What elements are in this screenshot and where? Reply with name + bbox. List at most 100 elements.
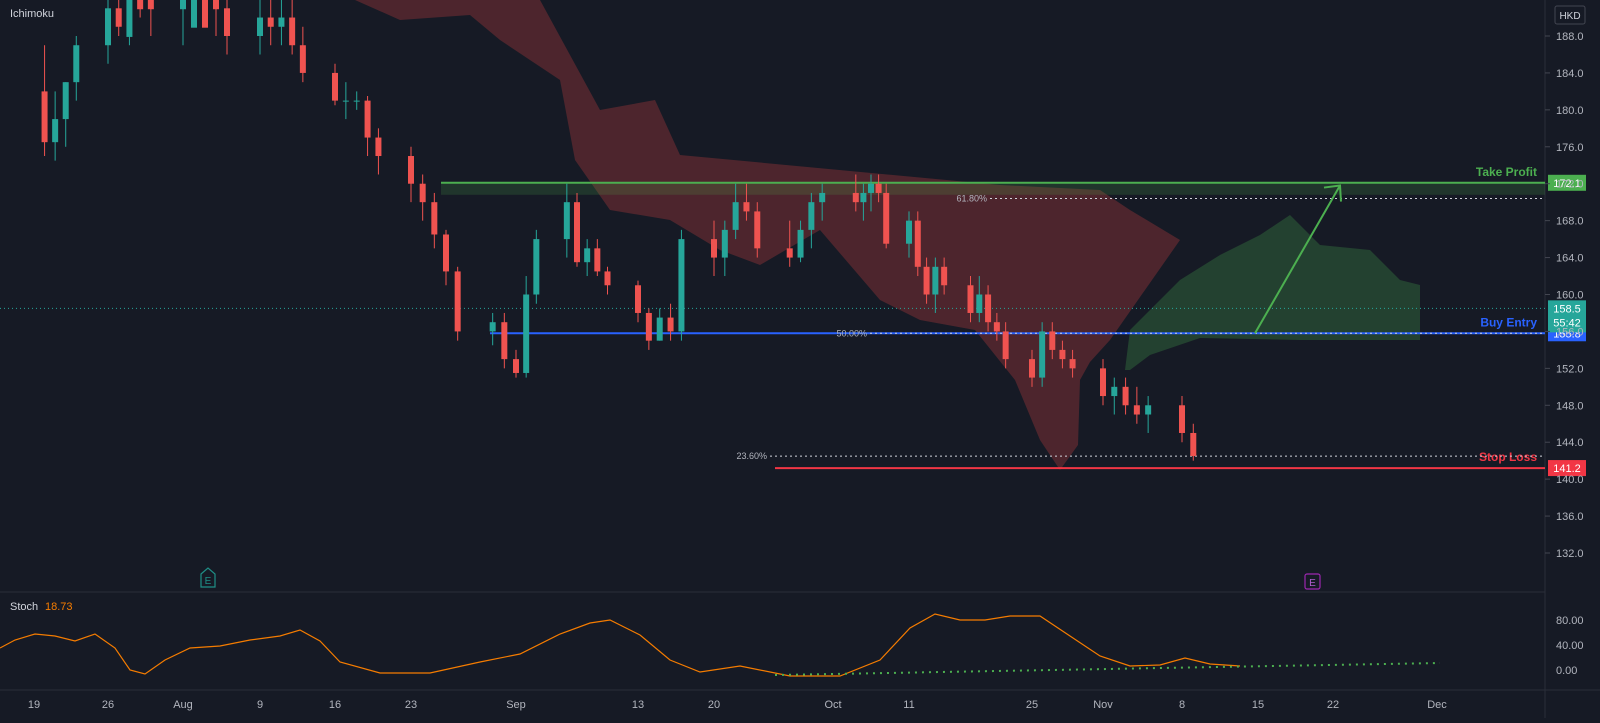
bearish-cloud-area (355, 0, 1180, 470)
candle-body (868, 183, 874, 193)
candle-body (732, 202, 739, 230)
candle-body (574, 202, 580, 263)
candle-body (1069, 359, 1076, 369)
level-price-tag (1548, 174, 1586, 191)
axes: 188.0184.0180.0176.0172.0168.0164.0160.0… (28, 31, 1584, 711)
candle-body (1059, 349, 1066, 360)
time-tick-label: 26 (102, 699, 114, 711)
candle-body (711, 239, 717, 258)
candle-body (1100, 368, 1106, 397)
level-price-label: 141.2 (1553, 463, 1581, 475)
candle-body (1122, 386, 1129, 406)
indicator-sub-label[interactable]: Stoch (10, 601, 38, 613)
price-tick-label: 188.0 (1556, 31, 1584, 43)
currency-badge[interactable] (1554, 5, 1586, 25)
candle-body (191, 0, 197, 28)
time-tick-label: 25 (1026, 699, 1038, 711)
indicator-main-label[interactable]: Ichimoku (10, 8, 54, 20)
price-tick-label: 164.0 (1556, 253, 1584, 265)
candle-body (332, 72, 338, 101)
fib-label: 61.80% (956, 193, 987, 203)
level-label: Buy Entry (1480, 315, 1537, 329)
svg-text:E: E (205, 576, 212, 587)
price-tick-label: 180.0 (1556, 105, 1584, 117)
price-tick-label: 132.0 (1556, 548, 1584, 560)
last-price-tag (1548, 300, 1586, 333)
price-tick-label: 148.0 (1556, 400, 1584, 412)
candle-body (883, 192, 890, 244)
candle-body (443, 234, 449, 272)
candle-body (137, 0, 144, 10)
candle-body (257, 17, 263, 36)
candle-body (353, 100, 360, 102)
candle-body (604, 271, 611, 286)
stoch-divergence-line (774, 662, 1441, 676)
candle-body (1002, 331, 1009, 360)
candle-body (941, 266, 948, 286)
fib-label: 23.60% (736, 451, 767, 461)
level-label: Take Profit (1476, 165, 1537, 179)
candle-body (289, 17, 296, 46)
candle-body (523, 294, 530, 373)
candle-body (126, 0, 133, 37)
candle-body (299, 45, 306, 73)
candle-body (985, 294, 992, 323)
candle-body (180, 0, 186, 10)
time-tick-label: 9 (257, 699, 263, 711)
price-tick-label: 184.0 (1556, 68, 1584, 80)
stoch-k-line (0, 613, 1241, 677)
candle-body (224, 8, 230, 36)
candle-body (1190, 432, 1197, 457)
candle-body (41, 91, 48, 143)
candle-body (62, 82, 69, 120)
time-tick-label: 19 (28, 699, 40, 711)
bullish-cloud-area (1125, 215, 1420, 370)
candle-body (431, 202, 438, 235)
price-tick-label: 176.0 (1556, 142, 1584, 154)
time-tick-label: 16 (329, 699, 341, 711)
price-tick-label: 172.0 (1556, 179, 1584, 191)
earnings-marker-icon[interactable]: E (1304, 573, 1321, 590)
time-tick-label: 20 (708, 699, 720, 711)
candle-body (584, 248, 591, 263)
candle-body (408, 156, 414, 184)
annotations (1254, 184, 1342, 334)
time-tick-label: Aug (173, 699, 193, 711)
currency-label[interactable]: HKD (1559, 11, 1580, 22)
stoch-tick-label: 40.00 (1556, 640, 1584, 652)
price-tick-label: 152.0 (1556, 363, 1584, 375)
candle-body (278, 17, 285, 27)
candle-body (860, 192, 867, 203)
candle-body (375, 137, 382, 157)
candle-body (932, 266, 939, 295)
take-profit-zone (441, 182, 1545, 195)
time-tick-label: Dec (1427, 699, 1447, 711)
candle-body (454, 271, 461, 332)
candle-body (1049, 331, 1056, 350)
candle-body (419, 183, 426, 203)
candle-body (754, 211, 761, 249)
time-tick-label: 23 (405, 699, 417, 711)
candle-body (563, 202, 570, 240)
candle-body (533, 239, 540, 295)
projection-arrow (1254, 185, 1341, 334)
candle-body (656, 317, 663, 341)
price-tick-label: 140.0 (1556, 474, 1584, 486)
stoch-value: 18.73 (45, 601, 73, 613)
candle-body (967, 285, 974, 313)
candle-body (852, 192, 859, 203)
candle-body (721, 229, 728, 258)
price-tick-label: 136.0 (1556, 511, 1584, 523)
candle-body (501, 322, 508, 360)
stoch-tick-label: 0.00 (1556, 665, 1577, 677)
candle-body (213, 0, 219, 10)
candle-body (808, 202, 815, 230)
earnings-marker-icon[interactable]: E (200, 567, 216, 588)
candle-body (786, 248, 793, 258)
candle-body (797, 229, 804, 258)
candle-body (1029, 359, 1035, 378)
time-tick-label: 15 (1252, 699, 1264, 711)
